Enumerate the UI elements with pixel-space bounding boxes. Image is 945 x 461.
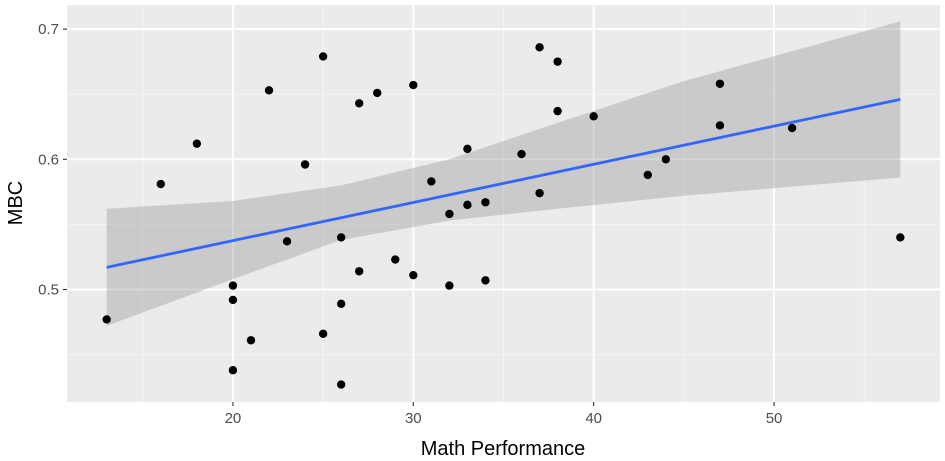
regression-line (106, 98, 901, 269)
data-point (228, 366, 238, 375)
data-point (787, 123, 797, 133)
data-points (102, 43, 905, 389)
data-point (409, 270, 418, 280)
data-point (246, 336, 256, 345)
x-tick-label: 50 (766, 410, 783, 427)
data-point (715, 121, 725, 130)
data-point (282, 237, 292, 246)
data-point (643, 170, 652, 180)
data-point (553, 106, 562, 116)
data-point (463, 200, 472, 210)
data-point (300, 160, 310, 169)
data-point (481, 198, 490, 207)
fit-line-layer (106, 98, 901, 269)
data-point (336, 233, 346, 242)
data-point (391, 255, 400, 264)
y-tick-label: 0.6 (38, 151, 59, 168)
data-point (409, 80, 418, 90)
data-point (318, 329, 328, 338)
y-axis-ticks: 0.5 0.6 0.7 (38, 21, 67, 299)
data-point (373, 88, 382, 98)
data-point (553, 57, 562, 66)
data-point (228, 295, 238, 305)
data-point (896, 233, 905, 242)
y-tick-label: 0.5 (38, 282, 59, 299)
data-point (589, 112, 598, 121)
data-point (264, 86, 274, 95)
data-point (445, 281, 454, 290)
y-axis-title: MBC (5, 181, 27, 225)
x-tick-label: 20 (225, 410, 242, 427)
data-point (102, 315, 111, 324)
data-point (445, 209, 454, 219)
data-point (192, 139, 202, 148)
x-axis-ticks: 20 30 40 50 (225, 402, 783, 427)
data-point (535, 188, 544, 198)
data-point (661, 155, 671, 164)
data-point (715, 79, 725, 88)
data-point (427, 177, 436, 186)
data-point (156, 179, 165, 189)
data-point (517, 149, 526, 159)
data-point (336, 299, 346, 309)
data-point (535, 43, 544, 52)
x-tick-label: 30 (405, 410, 422, 427)
x-axis-title: Math Performance (421, 438, 586, 460)
data-point (318, 52, 328, 61)
x-tick-label: 40 (585, 410, 602, 427)
confidence-band (106, 21, 901, 326)
y-tick-label: 0.7 (38, 21, 59, 38)
data-point (481, 276, 490, 285)
data-point (228, 281, 238, 290)
data-point (355, 267, 364, 276)
minor-gridlines (67, 5, 940, 402)
data-point (336, 380, 346, 389)
data-point (355, 99, 364, 108)
data-point (463, 144, 472, 154)
confidence-band-layer (106, 21, 901, 326)
